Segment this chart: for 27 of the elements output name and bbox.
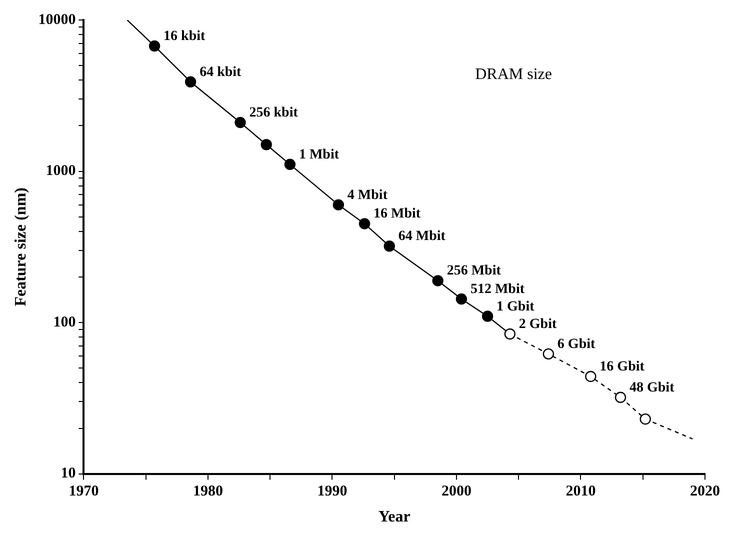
- annotation: 2 Gbit: [518, 316, 557, 332]
- annotation: 512 Mbit: [470, 282, 525, 298]
- x-tick-label: 2000: [441, 484, 472, 500]
- x-axis-title: Year: [378, 508, 410, 526]
- x-tick-label: 1970: [68, 484, 99, 500]
- y-axis-title: Feature size (nm): [12, 188, 30, 306]
- annotation: 256 kbit: [249, 106, 298, 121]
- annotation: 16 Gbit: [600, 359, 645, 374]
- y-tick-label: 10: [60, 466, 76, 482]
- y-tick-label: 1000: [46, 163, 76, 180]
- annotation: DRAM size: [475, 66, 552, 83]
- annotation: 64 Mbit: [398, 229, 446, 244]
- annotation: 256 Mbit: [446, 264, 502, 279]
- annotation: 48 Gbit: [630, 380, 675, 396]
- x-tick-label: 1980: [192, 484, 223, 500]
- annotation: 1 Gbit: [496, 299, 535, 314]
- annotation: 6 Gbit: [557, 336, 596, 352]
- annotation: 1 Mbit: [298, 147, 340, 162]
- y-tick-label: 100: [53, 314, 76, 330]
- x-tick-label: 2010: [566, 484, 596, 500]
- x-tick-label: 1990: [317, 484, 348, 500]
- annotation: 16 Mbit: [374, 206, 421, 222]
- annotation: 16 kbit: [164, 29, 206, 44]
- y-tick-label: 10000: [38, 12, 76, 28]
- annotation: 64 kbit: [200, 64, 242, 80]
- annotation: 4 Mbit: [347, 188, 388, 203]
- x-tick-label: 2020: [690, 484, 720, 500]
